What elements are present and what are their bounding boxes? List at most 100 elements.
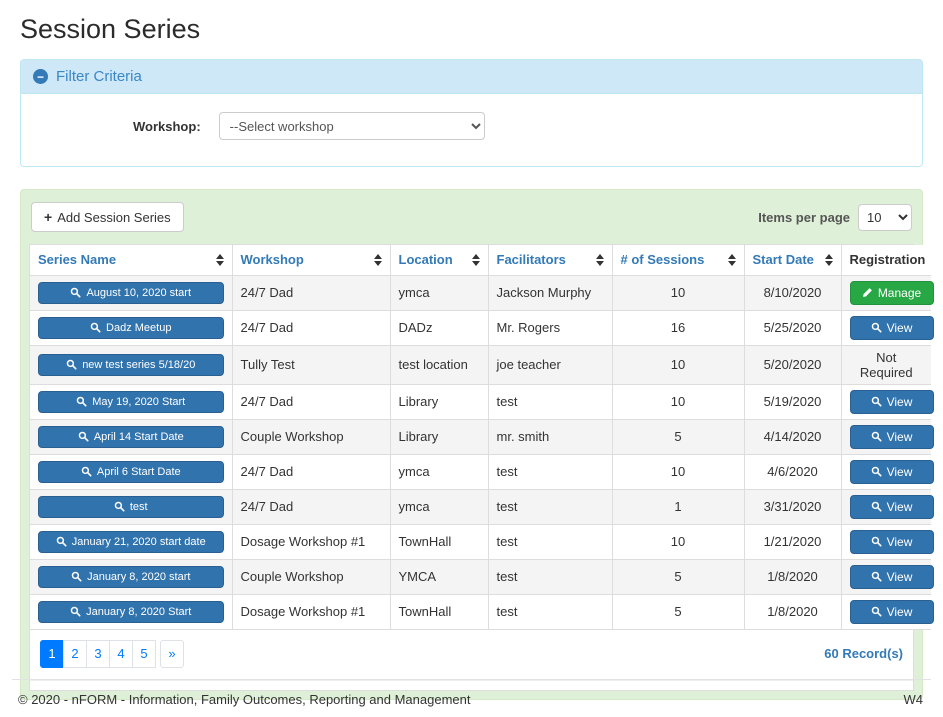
collapse-minus-icon[interactable]: − bbox=[33, 69, 48, 84]
cell-series-name: January 8, 2020 start bbox=[30, 559, 233, 595]
cell-sessions: 10 bbox=[612, 345, 745, 385]
view-button[interactable]: View bbox=[849, 459, 934, 484]
workshop-select[interactable]: --Select workshop bbox=[218, 112, 485, 140]
column-header-series-name[interactable]: Series Name bbox=[30, 245, 233, 276]
filter-panel: − Filter Criteria Workshop: --Select wor… bbox=[20, 59, 923, 167]
table-row: January 8, 2020 Start Dosage Workshop #1 T… bbox=[30, 594, 934, 630]
page-button-4[interactable]: 4 bbox=[109, 639, 133, 668]
series-name-button[interactable]: August 10, 2020 start bbox=[38, 281, 224, 304]
column-header-facilitators[interactable]: Facilitators bbox=[488, 245, 613, 276]
series-name-button[interactable]: January 21, 2020 start date bbox=[38, 530, 224, 553]
search-icon bbox=[56, 536, 67, 547]
cell-workshop: Dosage Workshop #1 bbox=[232, 594, 391, 630]
cell-registration: View bbox=[841, 454, 934, 490]
items-per-page-select[interactable]: 10 bbox=[858, 203, 912, 231]
view-button-label: View bbox=[886, 534, 913, 549]
page-button-5[interactable]: 5 bbox=[132, 639, 156, 668]
series-name-button[interactable]: January 8, 2020 Start bbox=[38, 600, 224, 623]
cell-location: ymca bbox=[390, 454, 489, 490]
cell-start-date: 5/25/2020 bbox=[744, 310, 842, 346]
cell-workshop: 24/7 Dad bbox=[232, 275, 391, 311]
column-label: Series Name bbox=[38, 252, 117, 268]
pagination-row: 1 2 3 4 5 » 60 Record(s) bbox=[30, 630, 913, 681]
series-name-button[interactable]: May 19, 2020 Start bbox=[38, 390, 224, 413]
series-name-button[interactable]: new test series 5/18/20 bbox=[38, 353, 224, 376]
cell-facilitators: Jackson Murphy bbox=[488, 275, 613, 311]
series-name-button[interactable]: Dadz Meetup bbox=[38, 316, 224, 339]
page-button-3[interactable]: 3 bbox=[86, 639, 110, 668]
sort-icon bbox=[472, 254, 480, 266]
view-button-label: View bbox=[886, 604, 913, 619]
manage-button[interactable]: Manage bbox=[849, 280, 934, 305]
series-name-label: April 14 Start Date bbox=[93, 430, 184, 443]
view-button[interactable]: View bbox=[849, 315, 934, 340]
table-row: January 21, 2020 start date Dosage Worksh… bbox=[30, 524, 934, 560]
manage-button-label: Manage bbox=[877, 285, 922, 300]
footer-copyright: © 2020 - nFORM - Information, Family Out… bbox=[18, 692, 471, 707]
search-icon bbox=[871, 606, 882, 617]
cell-start-date: 1/8/2020 bbox=[744, 559, 842, 595]
cell-registration: View bbox=[841, 524, 934, 560]
column-header-workshop[interactable]: Workshop bbox=[232, 245, 391, 276]
page-button-2[interactable]: 2 bbox=[63, 639, 87, 668]
cell-registration: Not Required bbox=[841, 345, 931, 385]
series-name-label: August 10, 2020 start bbox=[86, 286, 192, 299]
cell-facilitators: test bbox=[488, 559, 613, 595]
view-button[interactable]: View bbox=[849, 494, 934, 519]
search-icon bbox=[76, 396, 87, 407]
cell-workshop: Couple Workshop bbox=[232, 419, 391, 455]
footer-version: W4 bbox=[903, 692, 924, 707]
series-name-button[interactable]: April 6 Start Date bbox=[38, 460, 224, 483]
items-per-page: Items per page 10 bbox=[758, 203, 912, 231]
cell-series-name: January 8, 2020 Start bbox=[30, 594, 233, 630]
cell-start-date: 5/20/2020 bbox=[744, 345, 842, 385]
search-icon bbox=[70, 606, 81, 617]
cell-facilitators: test bbox=[488, 524, 613, 560]
cell-workshop: Couple Workshop bbox=[232, 559, 391, 595]
view-button-label: View bbox=[886, 499, 913, 514]
page-title: Session Series bbox=[20, 14, 201, 44]
cell-series-name: January 21, 2020 start date bbox=[30, 524, 233, 560]
cell-start-date: 5/19/2020 bbox=[744, 384, 842, 420]
cell-sessions: 5 bbox=[612, 419, 745, 455]
view-button-label: View bbox=[886, 429, 913, 444]
cell-series-name: test bbox=[30, 489, 233, 525]
view-button[interactable]: View bbox=[849, 424, 934, 449]
table-header: Series Name Workshop Location Facilitato… bbox=[30, 245, 931, 276]
view-button[interactable]: View bbox=[849, 389, 934, 414]
view-button[interactable]: View bbox=[849, 564, 934, 589]
column-header-sessions[interactable]: # of Sessions bbox=[612, 245, 745, 276]
filter-panel-header[interactable]: − Filter Criteria bbox=[21, 60, 922, 94]
sort-icon bbox=[825, 254, 833, 266]
series-name-label: January 21, 2020 start date bbox=[71, 535, 206, 548]
view-button[interactable]: View bbox=[849, 529, 934, 554]
cell-sessions: 10 bbox=[612, 384, 745, 420]
plus-icon: + bbox=[44, 209, 53, 225]
cell-sessions: 10 bbox=[612, 524, 745, 560]
series-name-button[interactable]: test bbox=[38, 495, 224, 518]
registration-text: Not Required bbox=[859, 349, 913, 380]
view-button-label: View bbox=[886, 569, 913, 584]
session-series-table: Series Name Workshop Location Facilitato… bbox=[30, 245, 934, 630]
cell-location: Library bbox=[390, 419, 489, 455]
column-header-location[interactable]: Location bbox=[390, 245, 489, 276]
search-icon bbox=[90, 322, 101, 333]
series-name-button[interactable]: April 14 Start Date bbox=[38, 425, 224, 448]
table-row: April 6 Start Date 24/7 Dad ymca test 10 4/6/… bbox=[30, 454, 934, 490]
sort-icon bbox=[596, 254, 604, 266]
cell-registration: View bbox=[841, 419, 934, 455]
column-header-start-date[interactable]: Start Date bbox=[744, 245, 842, 276]
sort-icon bbox=[374, 254, 382, 266]
view-button[interactable]: View bbox=[849, 599, 934, 624]
series-name-button[interactable]: January 8, 2020 start bbox=[38, 565, 224, 588]
search-icon bbox=[71, 571, 82, 582]
table-toolbar: + Add Session Series Items per page 10 bbox=[29, 198, 914, 244]
search-icon bbox=[871, 536, 882, 547]
page-button-1[interactable]: 1 bbox=[40, 639, 64, 668]
search-icon bbox=[114, 501, 125, 512]
page-button-next[interactable]: » bbox=[160, 639, 184, 668]
cell-sessions: 5 bbox=[612, 559, 745, 595]
table-row: August 10, 2020 start 24/7 Dad ymca Jackson… bbox=[30, 275, 934, 311]
add-session-series-button[interactable]: + Add Session Series bbox=[31, 202, 184, 232]
cell-location: TownHall bbox=[390, 594, 489, 630]
